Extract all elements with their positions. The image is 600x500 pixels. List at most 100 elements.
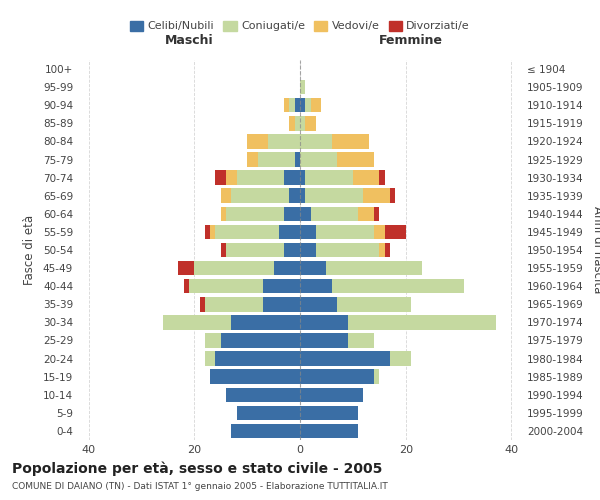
Bar	[263, 279, 300, 293]
Bar	[236, 406, 300, 420]
Bar	[247, 134, 268, 148]
Bar	[347, 333, 374, 347]
Bar	[300, 297, 337, 312]
Bar	[300, 261, 326, 276]
Bar	[300, 370, 374, 384]
Bar	[205, 352, 215, 366]
Text: Femmine: Femmine	[379, 34, 443, 48]
Bar	[189, 279, 263, 293]
Bar	[305, 170, 353, 185]
Text: Popolazione per età, sesso e stato civile - 2005: Popolazione per età, sesso e stato civil…	[12, 461, 382, 475]
Bar	[178, 261, 194, 276]
Bar	[205, 297, 263, 312]
Y-axis label: Fasce di età: Fasce di età	[23, 215, 36, 285]
Bar	[289, 116, 295, 130]
Bar	[205, 224, 210, 239]
Bar	[231, 188, 289, 203]
Bar	[226, 243, 284, 257]
Bar	[300, 424, 358, 438]
Bar	[300, 152, 337, 167]
Bar	[300, 352, 390, 366]
Bar	[210, 370, 300, 384]
Bar	[284, 170, 300, 185]
Bar	[332, 279, 464, 293]
Bar	[236, 170, 284, 185]
Bar	[305, 188, 364, 203]
Bar	[300, 315, 347, 330]
Bar	[268, 134, 300, 148]
Bar	[305, 116, 316, 130]
Bar	[221, 188, 231, 203]
Text: Maschi: Maschi	[164, 34, 214, 48]
Bar	[231, 424, 300, 438]
Bar	[221, 206, 226, 221]
Bar	[311, 206, 358, 221]
Bar	[374, 206, 379, 221]
Bar	[311, 98, 321, 112]
Bar	[210, 224, 215, 239]
Bar	[231, 315, 300, 330]
Bar	[390, 352, 411, 366]
Bar	[379, 170, 385, 185]
Bar	[379, 243, 385, 257]
Bar	[300, 206, 311, 221]
Bar	[263, 297, 300, 312]
Bar	[184, 279, 189, 293]
Bar	[258, 152, 295, 167]
Legend: Celibi/Nubili, Coniugati/e, Vedovi/e, Divorziati/e: Celibi/Nubili, Coniugati/e, Vedovi/e, Di…	[125, 16, 475, 36]
Bar	[215, 224, 279, 239]
Bar	[374, 370, 379, 384]
Bar	[385, 224, 406, 239]
Bar	[284, 98, 289, 112]
Bar	[390, 188, 395, 203]
Bar	[316, 243, 379, 257]
Bar	[289, 188, 300, 203]
Bar	[221, 243, 226, 257]
Bar	[300, 279, 332, 293]
Bar	[337, 297, 411, 312]
Bar	[300, 134, 332, 148]
Bar	[316, 224, 374, 239]
Bar	[300, 98, 305, 112]
Bar	[289, 98, 295, 112]
Bar	[300, 170, 305, 185]
Bar	[226, 388, 300, 402]
Bar	[364, 188, 390, 203]
Bar	[332, 134, 369, 148]
Bar	[163, 315, 231, 330]
Bar	[300, 243, 316, 257]
Bar	[215, 352, 300, 366]
Bar	[374, 224, 385, 239]
Bar	[274, 261, 300, 276]
Bar	[300, 333, 347, 347]
Bar	[300, 80, 305, 94]
Bar	[300, 406, 358, 420]
Bar	[279, 224, 300, 239]
Bar	[295, 98, 300, 112]
Bar	[300, 224, 316, 239]
Bar	[221, 333, 300, 347]
Bar	[337, 152, 374, 167]
Bar	[284, 243, 300, 257]
Bar	[300, 116, 305, 130]
Bar	[226, 206, 284, 221]
Bar	[284, 206, 300, 221]
Bar	[247, 152, 258, 167]
Text: COMUNE DI DAIANO (TN) - Dati ISTAT 1° gennaio 2005 - Elaborazione TUTTITALIA.IT: COMUNE DI DAIANO (TN) - Dati ISTAT 1° ge…	[12, 482, 388, 491]
Bar	[295, 152, 300, 167]
Bar	[305, 98, 311, 112]
Bar	[295, 116, 300, 130]
Bar	[353, 170, 379, 185]
Bar	[215, 170, 226, 185]
Bar	[385, 243, 390, 257]
Bar	[226, 170, 236, 185]
Bar	[194, 261, 274, 276]
Bar	[205, 333, 221, 347]
Bar	[300, 388, 364, 402]
Bar	[347, 315, 496, 330]
Bar	[300, 188, 305, 203]
Bar	[358, 206, 374, 221]
Y-axis label: Anni di nascita: Anni di nascita	[592, 206, 600, 294]
Bar	[200, 297, 205, 312]
Bar	[326, 261, 422, 276]
